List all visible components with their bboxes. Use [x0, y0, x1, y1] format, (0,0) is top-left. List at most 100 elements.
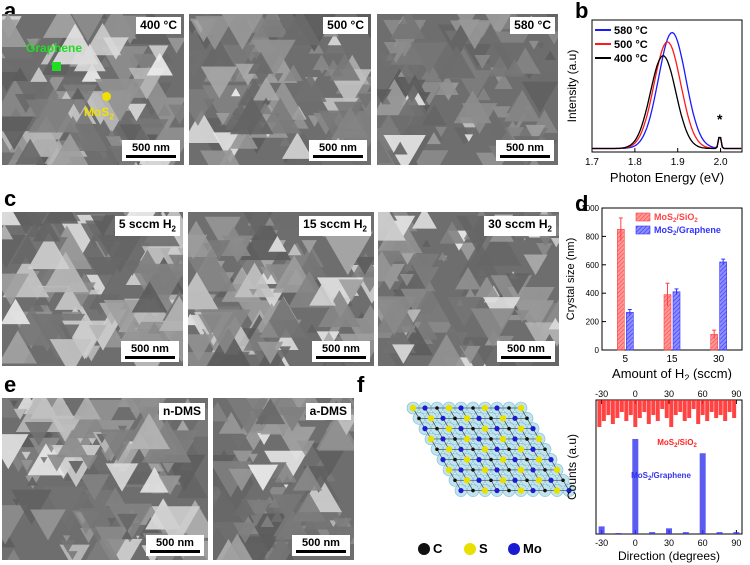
scale-bar: 500 nm: [292, 534, 350, 556]
legend-swatch: [635, 212, 651, 222]
legend-label: 400 °C: [614, 53, 648, 65]
pl-spectrum-chart: 1.7 1.8 1.9 2.0 Photon Energy (eV) Intensity …: [565, 19, 743, 185]
x-tick-label-top: 30: [664, 389, 674, 399]
histogram-bar: [699, 453, 706, 534]
histogram-bar: [651, 400, 656, 415]
micrograph-n-dms: n-DMS 500 nm: [2, 398, 208, 560]
histogram-bar: [601, 400, 606, 421]
histogram-bar: [628, 400, 633, 415]
series-label: MoS2/Graphene: [631, 471, 691, 482]
bar: [672, 291, 681, 351]
carbon-atom-icon: [418, 542, 430, 555]
histogram-bar: [682, 532, 689, 534]
y-tick-label: 600: [586, 261, 600, 270]
scale-bar: 500 nm: [121, 340, 179, 362]
histogram-bar: [598, 526, 605, 534]
histogram-bar: [624, 400, 629, 421]
panel-label-b: b: [575, 0, 589, 23]
micrograph-30sccm: 30 sccm H2 500 nm: [378, 212, 559, 366]
temperature-label: 500 °C: [323, 17, 368, 35]
x-tick-label: 30: [713, 354, 725, 365]
histogram-bar: [597, 400, 602, 427]
legend-label: MoS2/Graphene: [654, 225, 721, 237]
histogram-bar: [633, 400, 638, 427]
lattice-structure-diagram: [406, 401, 576, 497]
x-tick-label: 90: [731, 538, 741, 548]
histogram-bar: [655, 400, 660, 421]
scale-bar: 500 nm: [309, 139, 367, 161]
x-tick-label-top: -30: [595, 389, 608, 399]
histogram-bar: [666, 528, 672, 534]
histogram-bar: [727, 400, 732, 412]
series-label: MoS2/SiO2: [657, 438, 697, 449]
y-axis-label: Intensity (a.u): [565, 50, 579, 123]
y-tick-label: 200: [586, 318, 600, 327]
legend-label: 580 °C: [614, 25, 648, 37]
histogram-bar: [709, 400, 714, 412]
legend-item-c: C: [418, 541, 442, 556]
x-tick-label: 30: [664, 538, 674, 548]
direction-histogram-chart: -30 -30 0 0 30 30 60 60 90 90 MoS2/SiO2 MoS2/Graphe…: [565, 389, 743, 563]
histogram-bar: [615, 533, 622, 534]
mos2-annotation: MoS2: [84, 105, 114, 122]
y-axis-label: Crystal size (nm): [565, 238, 577, 321]
legend-label: 500 °C: [614, 39, 648, 51]
micrograph-a-dms: a-DMS 500 nm: [213, 398, 354, 560]
x-tick-label: 0: [633, 538, 638, 548]
x-tick-label-top: 60: [698, 389, 708, 399]
micrograph-5sccm: 5 sccm H2 500 nm: [2, 212, 183, 366]
histogram-bar: [606, 400, 611, 415]
sample-label: a-DMS: [305, 403, 351, 421]
micrograph-580c: 580 °C 500 nm: [377, 14, 558, 165]
graphene-marker: [52, 62, 61, 71]
graphene-annotation: Graphene: [26, 41, 83, 55]
histogram-bar: [615, 400, 620, 418]
x-tick-label-top: 0: [633, 389, 638, 399]
legend-item-mo: Mo: [508, 541, 542, 556]
y-tick-label: 400: [586, 289, 600, 298]
legend-swatch: [635, 225, 651, 235]
histogram-bar: [619, 400, 624, 412]
y-tick-label: 1000: [581, 204, 599, 213]
histogram-bar: [649, 532, 656, 534]
panel-label-f: f: [357, 372, 365, 397]
x-tick-label: -30: [595, 538, 608, 548]
panel-label-d: d: [575, 191, 589, 216]
flow-label: 15 sccm H2: [299, 216, 371, 237]
molybdenum-atom-icon: [508, 542, 520, 555]
histogram-bar: [664, 400, 669, 418]
histogram-bar: [669, 400, 674, 427]
panel-label-c: c: [4, 186, 17, 211]
x-tick-label: 1.8: [628, 157, 642, 168]
histogram-bar: [696, 400, 701, 424]
y-axis-label: Counts (a.u): [565, 434, 579, 500]
histogram-bar: [646, 400, 651, 424]
histogram-bar: [732, 400, 737, 418]
histogram-bar: [691, 400, 696, 409]
flow-label: 30 sccm H2: [484, 216, 556, 237]
scale-bar: 500 nm: [146, 534, 204, 556]
legend-item-s: S: [464, 541, 488, 556]
legend-label: MoS2/SiO2: [654, 212, 698, 224]
scale-bar: 500 nm: [122, 139, 180, 161]
bar: [719, 261, 727, 351]
temperature-label: 400 °C: [136, 17, 181, 35]
histogram-bar: [687, 400, 692, 418]
histogram-bar: [682, 400, 687, 421]
histogram-bar: [610, 400, 615, 424]
x-tick-label: 2.0: [714, 157, 728, 168]
x-tick-label: 60: [698, 538, 708, 548]
bar: [617, 228, 625, 351]
histogram-bar: [642, 400, 647, 412]
x-tick-label: 15: [666, 354, 678, 365]
sample-label: n-DMS: [159, 403, 205, 421]
histogram-bar: [723, 400, 728, 421]
histogram-bar: [637, 400, 642, 418]
mos2-marker: [102, 92, 111, 101]
micrograph-400c: 400 °C 500 nm Graphene MoS2: [2, 14, 184, 165]
histogram-bar: [716, 532, 723, 534]
temperature-label: 580 °C: [510, 17, 555, 35]
x-tick-label: 5: [623, 354, 629, 365]
